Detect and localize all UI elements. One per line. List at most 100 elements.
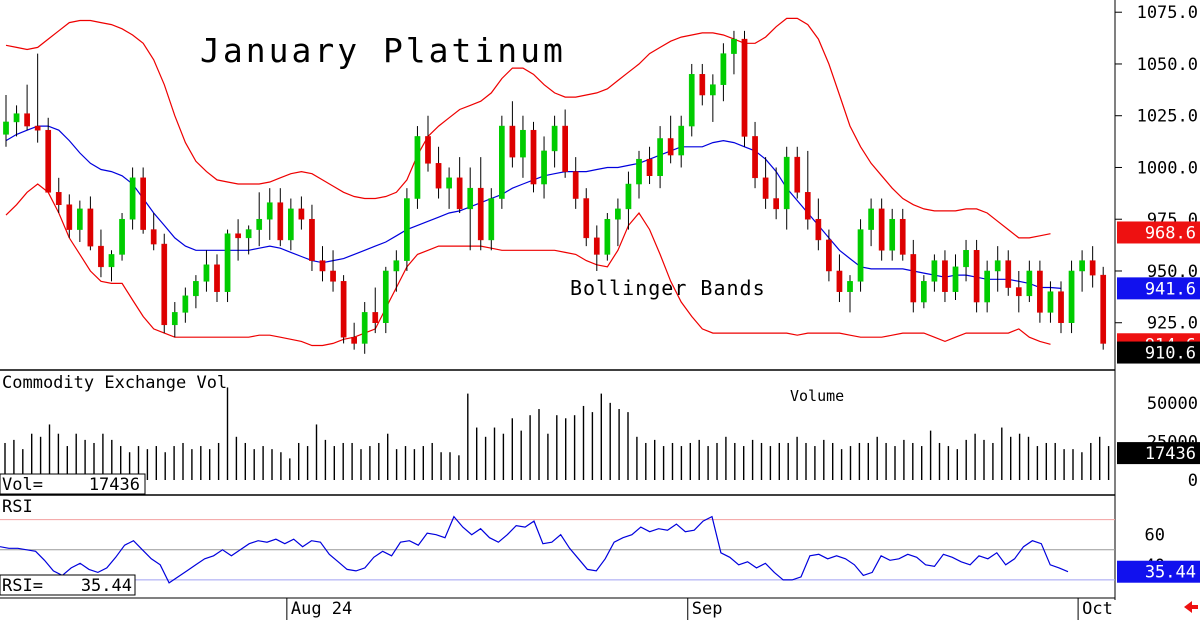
price-tick-label: 950.0 — [1147, 262, 1198, 282]
candle-up — [382, 270, 389, 323]
candle-up — [414, 136, 421, 199]
candle-up — [636, 158, 642, 185]
candle-down — [741, 38, 748, 137]
candle-down — [878, 208, 885, 251]
candle-down — [593, 237, 600, 255]
candle-down — [24, 113, 30, 127]
candle-down — [583, 198, 590, 239]
candle-up — [404, 198, 410, 261]
candle-down — [572, 171, 579, 199]
candle-up — [256, 218, 263, 230]
candle-up — [963, 250, 969, 268]
upper-band-line — [5, 17, 1051, 239]
price-tick-label: 1000.0 — [1137, 158, 1198, 178]
price-tag-label: 910.6 — [1145, 344, 1196, 364]
volume-panel: 5000025000017436 — [4, 387, 1200, 491]
candle-down — [910, 254, 917, 303]
candle-down — [562, 125, 568, 172]
price-tick-label: 925.0 — [1147, 314, 1198, 334]
price-tick-label: 1025.0 — [1137, 107, 1198, 127]
candle-down — [1005, 260, 1012, 288]
rsi-panel-title: RSI — [2, 497, 33, 517]
candle-down — [815, 218, 822, 241]
rsi-readout-box — [0, 574, 136, 596]
candle-down — [973, 250, 980, 303]
candle-up — [1079, 260, 1085, 272]
chart-title: January Platinum — [200, 31, 566, 70]
candle-down — [899, 218, 906, 255]
candle-up — [678, 125, 685, 156]
candle-up — [625, 183, 632, 210]
candle-down — [456, 177, 463, 210]
candle-down — [646, 158, 653, 177]
bollinger-bands-label: Bollinger Bands — [570, 276, 766, 300]
candle-down — [214, 264, 220, 292]
candle-down — [836, 270, 843, 292]
candle-up — [1047, 291, 1054, 313]
candle-up — [604, 218, 611, 255]
candle-up — [657, 138, 663, 177]
candle-down — [1100, 274, 1107, 344]
month-label: Sep — [692, 599, 723, 619]
price-tick-label: 1075.0 — [1137, 3, 1198, 23]
price-tag-label: 941.6 — [1145, 279, 1196, 299]
rsi-readout-value: 35.44 — [81, 576, 132, 596]
price-tag-box — [1117, 341, 1200, 364]
candle-up — [615, 208, 621, 220]
candle-down — [150, 229, 157, 245]
volume-tick-label: 0 — [1188, 471, 1198, 491]
candle-down — [1015, 287, 1022, 297]
candle-down — [235, 233, 241, 239]
candle-up — [119, 218, 125, 255]
candle-down — [87, 208, 94, 247]
candle-down — [55, 192, 62, 205]
candle-down — [140, 177, 147, 230]
candle-down — [826, 239, 832, 272]
candle-down — [340, 281, 347, 338]
candle-up — [224, 233, 231, 292]
candle-up — [688, 74, 695, 127]
candle-up — [994, 260, 1001, 272]
candle-up — [203, 264, 210, 282]
candle-down — [942, 260, 948, 292]
volume-panel-title: Commodity Exchange Vol — [2, 373, 227, 393]
lower-band-line — [5, 183, 1051, 347]
candle-down — [509, 125, 516, 158]
candle-down — [298, 208, 305, 220]
candle-down — [530, 129, 537, 185]
month-label: Oct — [1082, 599, 1113, 619]
candle-down — [66, 204, 73, 230]
price-tag-box — [1117, 221, 1200, 244]
candle-down — [372, 312, 379, 323]
candle-up — [1068, 270, 1075, 323]
candle-down — [1037, 270, 1043, 313]
candle-up — [488, 198, 495, 241]
volume-readout-value: 17436 — [89, 475, 140, 495]
rsi-tag-box — [1117, 560, 1200, 583]
price-tag-box — [1117, 277, 1200, 300]
candle-down — [762, 177, 769, 199]
candle-up — [245, 229, 252, 239]
price-tick-label: 1050.0 — [1137, 55, 1198, 75]
candle-up — [931, 260, 938, 282]
candle-up — [393, 260, 400, 272]
candle-up — [288, 208, 294, 241]
candle-up — [171, 312, 178, 326]
candle-up — [889, 218, 896, 251]
rsi-tag-label: 35.44 — [1145, 563, 1196, 583]
candle-down — [98, 245, 104, 268]
candle-down — [477, 187, 484, 241]
candle-up — [3, 121, 9, 135]
volume-label: Volume — [790, 387, 844, 405]
month-axis: Aug 24SepOctNovDec — [286, 598, 1113, 620]
candle-up — [13, 113, 20, 123]
candle-up — [710, 84, 716, 96]
candle-up — [1026, 270, 1033, 297]
candle-down — [773, 198, 779, 210]
volume-readout-label: Vol= — [2, 475, 43, 495]
candle-down — [794, 156, 801, 193]
candle-down — [752, 136, 758, 179]
candle-down — [330, 270, 336, 282]
